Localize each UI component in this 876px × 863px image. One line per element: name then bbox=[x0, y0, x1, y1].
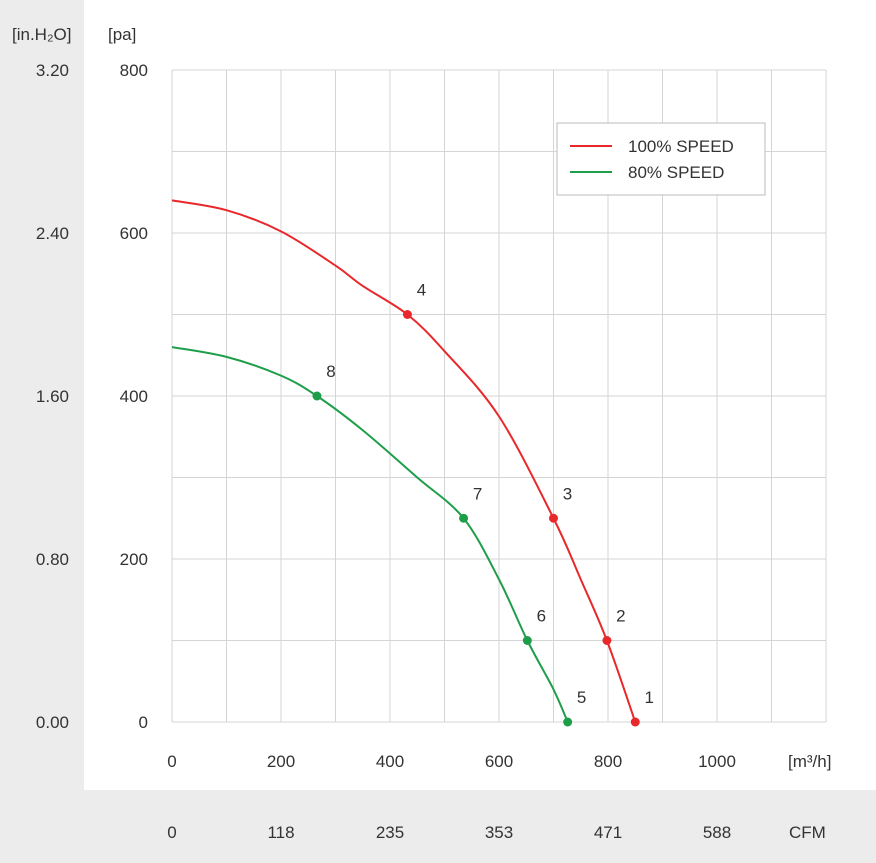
data-point-6 bbox=[522, 636, 532, 645]
y-tick-label: 200 bbox=[120, 550, 148, 569]
x2-tick-label: 118 bbox=[267, 823, 294, 842]
x2-tick-label: 235 bbox=[376, 823, 404, 842]
y-axis-label: [pa] bbox=[108, 25, 136, 44]
left-band bbox=[0, 0, 84, 863]
data-point-label-4: 4 bbox=[417, 281, 426, 300]
x2-tick-label: 0 bbox=[167, 823, 176, 842]
data-point-7 bbox=[459, 513, 469, 523]
data-point-8 bbox=[312, 391, 322, 401]
data-point-2 bbox=[602, 636, 612, 645]
x-tick-label: 600 bbox=[485, 752, 513, 771]
series-line-100 bbox=[171, 199, 637, 723]
curves bbox=[171, 199, 637, 723]
x-tick-label: 0 bbox=[167, 752, 176, 771]
x2-tick-label: 588 bbox=[703, 823, 731, 842]
y2-tick-label: 0.00 bbox=[36, 713, 69, 732]
x-tick-label: 1000 bbox=[698, 752, 736, 771]
data-point-label-8: 8 bbox=[326, 362, 335, 381]
bottom-band bbox=[84, 790, 876, 863]
data-point-3 bbox=[549, 513, 558, 523]
x-tick-label: 400 bbox=[376, 752, 404, 771]
x2-tick-label: 353 bbox=[485, 823, 513, 842]
data-point-label-6: 6 bbox=[537, 607, 546, 626]
data-point-label-1: 1 bbox=[645, 688, 654, 707]
data-point-label-7: 7 bbox=[473, 484, 482, 503]
legend-label-80: 80% SPEED bbox=[628, 163, 724, 182]
y2-tick-label: 1.60 bbox=[36, 387, 69, 406]
legend: 100% SPEED 80% SPEED bbox=[556, 122, 766, 196]
y2-tick-label: 0.80 bbox=[36, 550, 69, 569]
data-point-label-5: 5 bbox=[577, 688, 586, 707]
legend-label-100: 100% SPEED bbox=[628, 137, 734, 156]
tick-labels: 0 200 400 600 800 0.00 0.80 1.60 2.40 3.20 0 200 400… bbox=[36, 61, 736, 842]
legend-box bbox=[556, 122, 766, 196]
series-line-80 bbox=[171, 346, 569, 723]
y-tick-label: 600 bbox=[120, 224, 148, 243]
data-point-1 bbox=[630, 717, 640, 727]
data-point-label-3: 3 bbox=[563, 484, 572, 503]
y2-tick-label: 3.20 bbox=[36, 61, 69, 80]
data-point-label-2: 2 bbox=[616, 607, 625, 626]
data-point-5 bbox=[563, 717, 573, 727]
points: 1 2 3 4 5 6 7 8 bbox=[312, 281, 654, 727]
y-tick-label: 0 bbox=[139, 713, 148, 732]
x-tick-label: 800 bbox=[594, 752, 622, 771]
y-tick-label: 400 bbox=[120, 387, 148, 406]
x-axis-label: [m³/h] bbox=[788, 752, 831, 771]
data-point-4 bbox=[402, 310, 412, 319]
y2-tick-label: 2.40 bbox=[36, 224, 69, 243]
x-tick-label: 200 bbox=[267, 752, 295, 771]
secondary-y-axis-label: [in.H₂O] bbox=[12, 25, 72, 44]
secondary-x-axis-label: CFM bbox=[789, 823, 826, 842]
x2-tick-label: 471 bbox=[594, 823, 622, 842]
y-tick-label: 800 bbox=[120, 61, 148, 80]
